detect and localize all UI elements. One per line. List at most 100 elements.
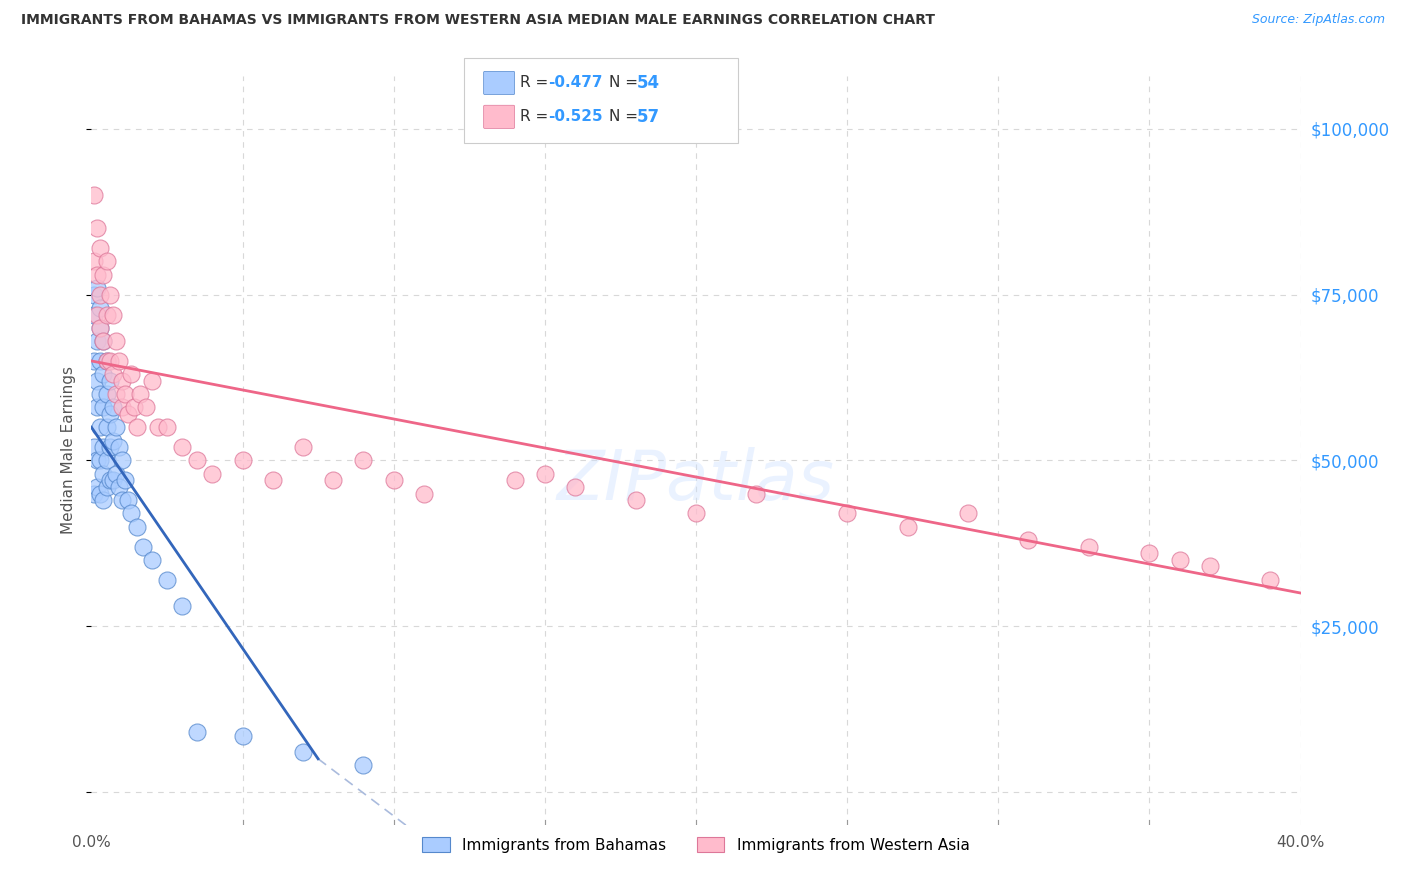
Point [111,374,132,388]
Point [125,519,148,533]
Point [262,473,284,487]
Point [101,368,124,382]
Point [98,473,121,487]
Point [322,473,344,487]
Point [93,401,115,415]
Point [83,308,105,322]
Point [172,599,194,614]
Point [111,401,132,415]
Point [93,334,115,348]
Point [98,374,121,388]
Point [146,420,169,434]
Point [89,387,111,401]
Point [564,480,586,494]
Point [104,334,127,348]
Point [141,553,163,567]
Point [96,453,118,467]
Point [1168,553,1191,567]
Point [172,440,194,454]
Point [624,493,647,508]
Point [201,467,224,481]
Text: 57: 57 [637,108,659,126]
Point [86,281,108,295]
Point [107,354,129,368]
Point [101,434,124,448]
Point [382,473,405,487]
Point [86,480,108,494]
Point [96,480,118,494]
Point [114,473,136,487]
Point [956,507,979,521]
Point [101,308,124,322]
Text: N =: N = [609,76,643,90]
Point [128,387,150,401]
Point [86,453,108,467]
Point [120,507,142,521]
Point [114,387,136,401]
Point [101,473,124,487]
Point [156,573,179,587]
Point [413,486,436,500]
Point [132,540,155,554]
Point [125,420,148,434]
Point [96,420,118,434]
Point [86,374,108,388]
Point [89,320,111,334]
Point [89,453,111,467]
Point [104,420,127,434]
Point [89,320,111,334]
Text: IMMIGRANTS FROM BAHAMAS VS IMMIGRANTS FROM WESTERN ASIA MEDIAN MALE EARNINGS COR: IMMIGRANTS FROM BAHAMAS VS IMMIGRANTS FR… [21,13,935,28]
Point [86,268,108,282]
Legend: Immigrants from Bahamas, Immigrants from Western Asia: Immigrants from Bahamas, Immigrants from… [416,830,976,859]
Point [1018,533,1040,547]
Point [93,368,115,382]
Text: -0.525: -0.525 [548,110,603,124]
Point [89,301,111,315]
Point [83,188,105,202]
Point [745,486,768,500]
Point [93,268,115,282]
Point [135,401,157,415]
Text: N =: N = [609,110,643,124]
Point [89,287,111,301]
Text: Source: ZipAtlas.com: Source: ZipAtlas.com [1251,13,1385,27]
Point [86,221,108,235]
Point [503,473,526,487]
Point [104,467,127,481]
Point [107,480,129,494]
Point [104,387,127,401]
Point [89,486,111,500]
Point [98,440,121,454]
Point [1198,559,1220,574]
Point [1260,573,1282,587]
Point [98,354,121,368]
Point [83,287,105,301]
Text: 54: 54 [637,74,659,92]
Point [292,440,315,454]
Point [120,368,142,382]
Point [117,493,139,508]
Point [89,354,111,368]
Point [111,453,132,467]
Point [101,401,124,415]
Point [96,254,118,268]
Point [231,453,253,467]
Point [292,745,315,759]
Point [93,467,115,481]
Point [89,420,111,434]
Point [86,308,108,322]
Point [1077,540,1099,554]
Point [96,308,118,322]
Text: -0.477: -0.477 [548,76,603,90]
Point [897,519,920,533]
Point [89,241,111,255]
Point [96,354,118,368]
Point [83,440,105,454]
Point [93,493,115,508]
Point [83,486,105,500]
Point [96,387,118,401]
Point [98,407,121,421]
Point [156,420,179,434]
Point [122,401,145,415]
Point [141,374,163,388]
